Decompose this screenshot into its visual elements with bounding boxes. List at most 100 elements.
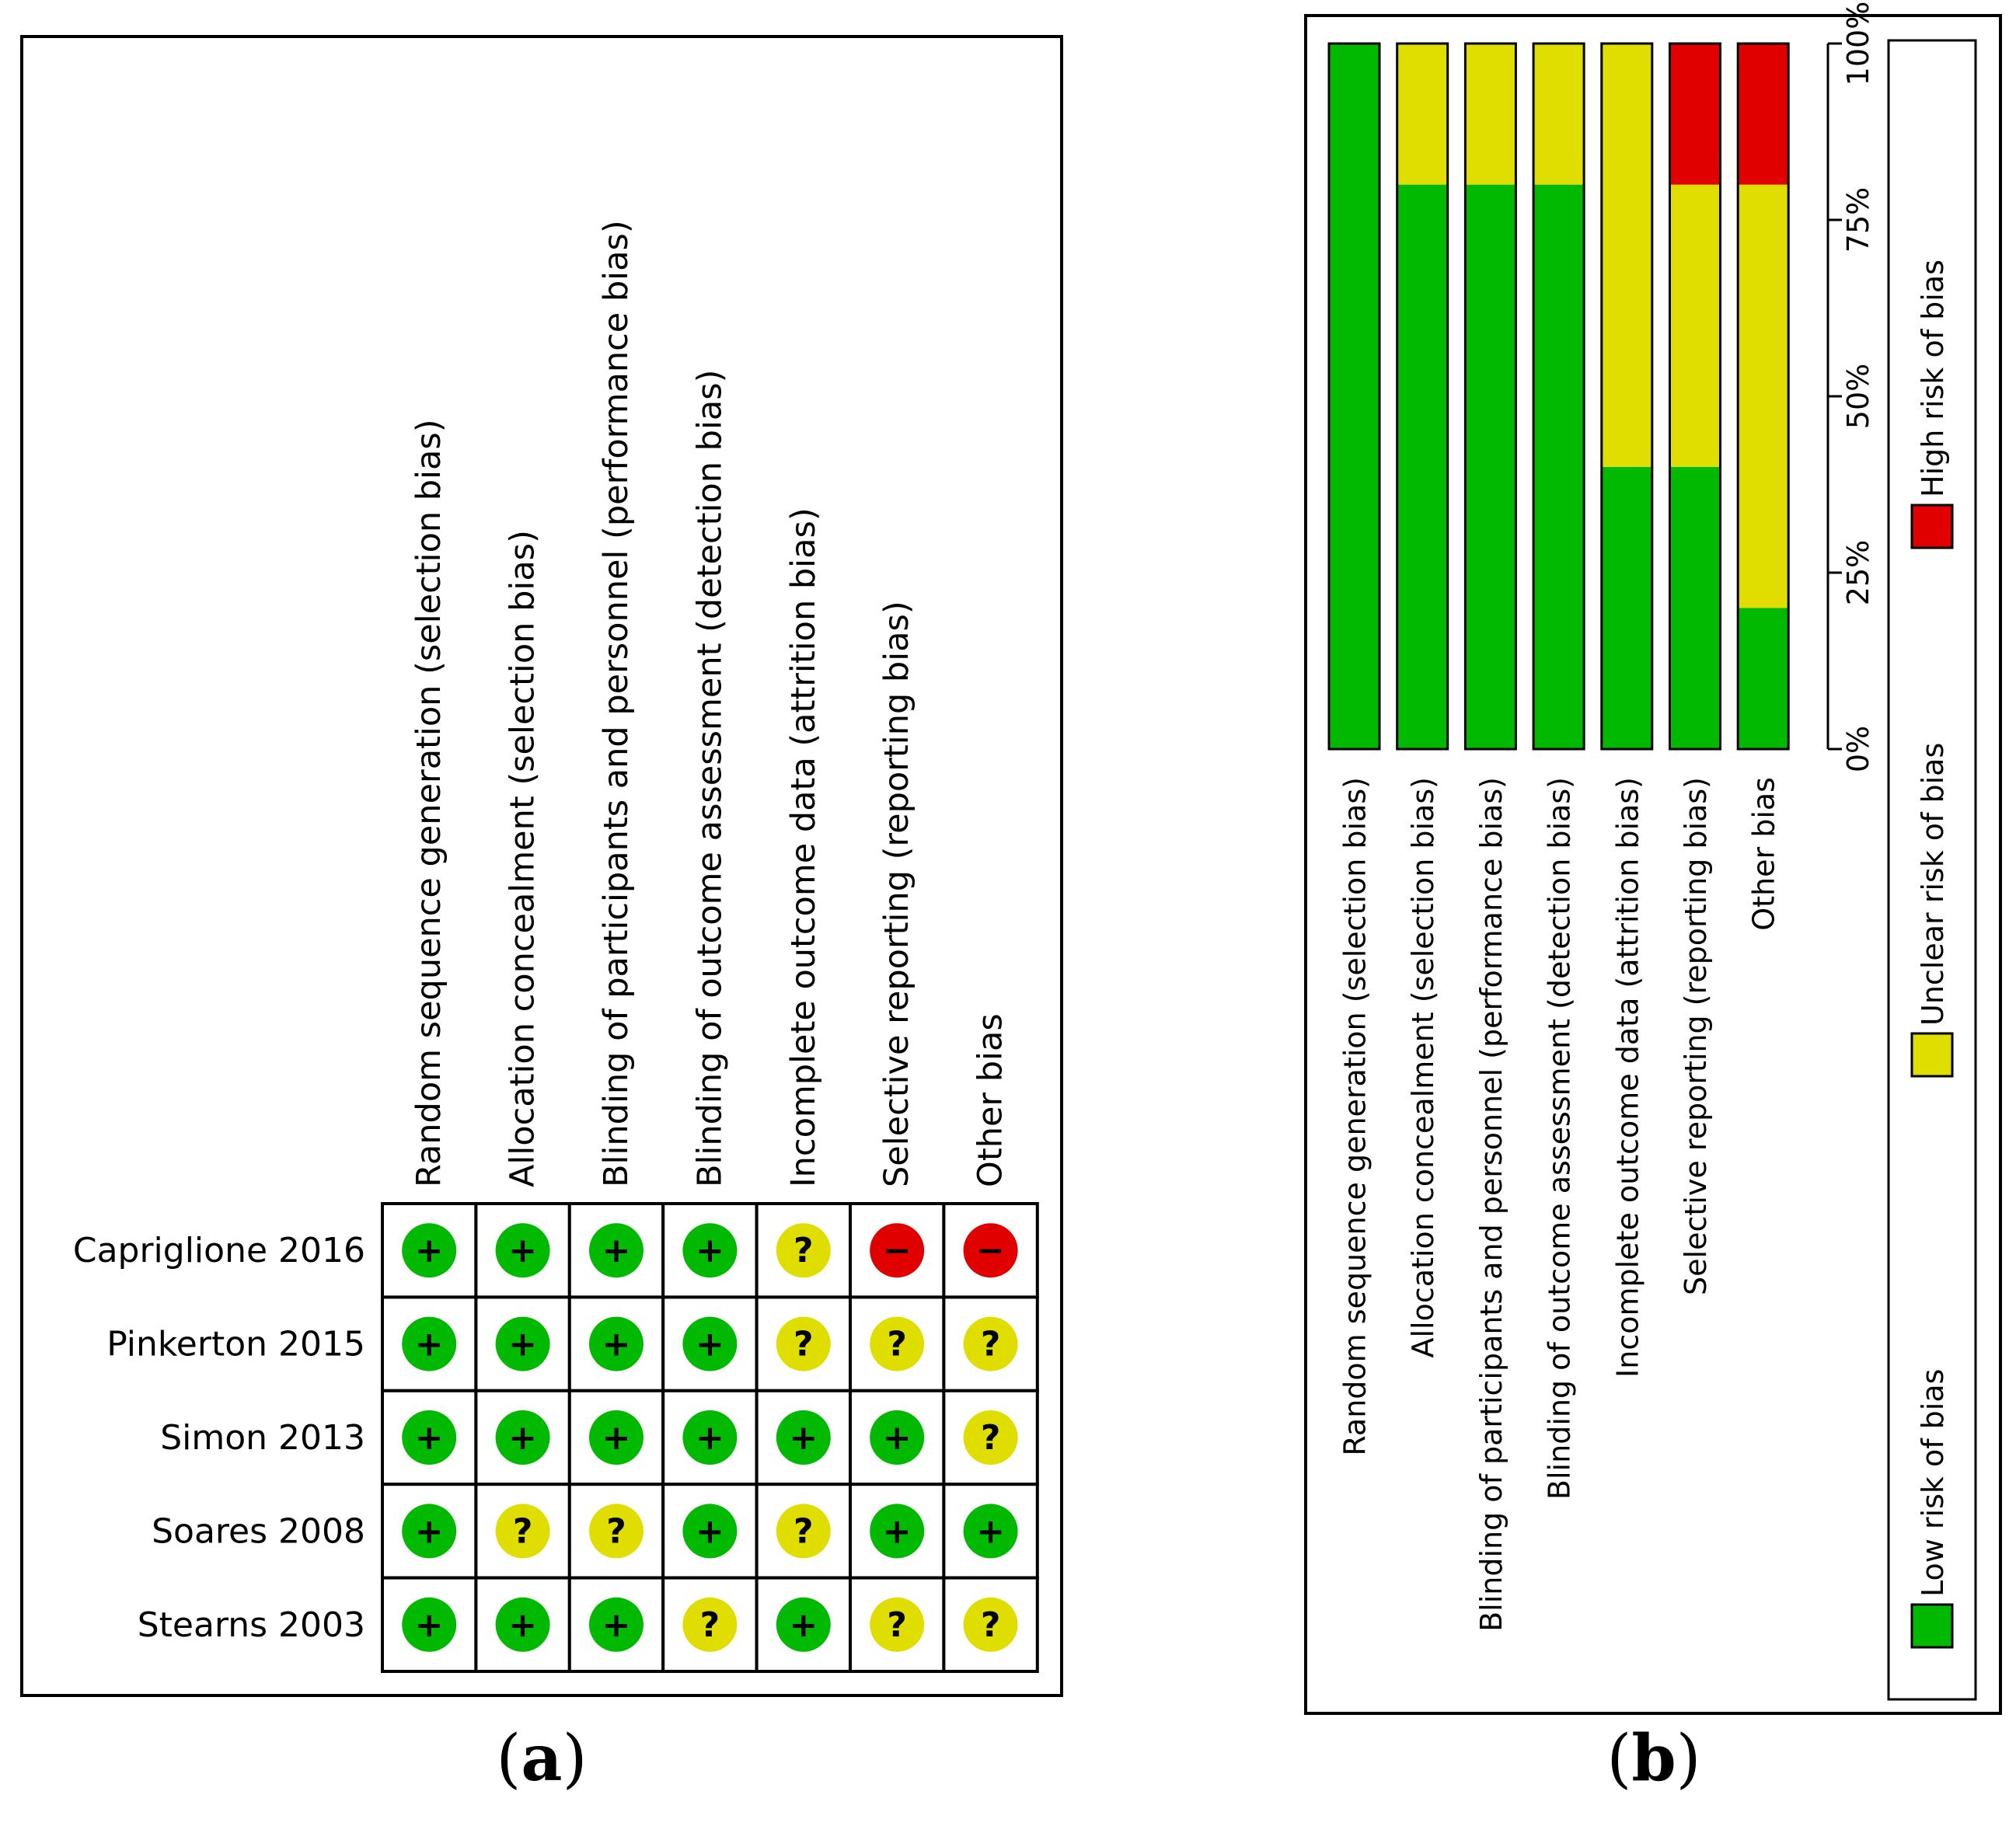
judgement-low-2-1 — [495, 1410, 550, 1465]
risk-of-bias-graph: Random sequence generation (selection bi… — [1327, 2, 1977, 1701]
axis-tick-label-2: 50% — [1841, 364, 1875, 429]
judgement-low-3-6 — [963, 1504, 1018, 1559]
judgement-low-4-4 — [776, 1597, 831, 1652]
legend-label-low: Low risk of bias — [1916, 1369, 1950, 1597]
study-label-1: Pinkerton 2015 — [106, 1325, 365, 1364]
judgement-symbol-4-4: + — [789, 1605, 818, 1645]
judgement-low-3-0 — [402, 1504, 457, 1559]
judgement-unclear-2-6 — [963, 1410, 1018, 1465]
judgement-low-2-0 — [402, 1410, 457, 1465]
judgement-high-0-6 — [963, 1223, 1018, 1278]
study-label-2: Simon 2013 — [160, 1418, 365, 1458]
judgement-symbol-1-1: + — [508, 1325, 537, 1364]
judgement-low-0-2 — [589, 1223, 644, 1278]
judgement-unclear-1-4 — [776, 1316, 831, 1371]
judgement-symbol-1-0: + — [415, 1325, 444, 1364]
category-label-1: Allocation concealment (selection bias) — [1406, 777, 1440, 1358]
judgement-low-0-0 — [402, 1223, 457, 1278]
bar-high-6 — [1738, 44, 1789, 185]
judgement-unclear-4-5 — [870, 1597, 925, 1652]
category-label-0: Random sequence generation (selection bi… — [1338, 777, 1372, 1456]
judgement-symbol-2-5: + — [883, 1418, 912, 1458]
bar-outline-3 — [1532, 42, 1585, 751]
judgement-symbol-3-5: + — [883, 1511, 912, 1551]
judgement-symbol-0-6: − — [976, 1231, 1005, 1270]
bar-low-3 — [1533, 184, 1585, 750]
judgement-symbol-1-2: + — [602, 1325, 631, 1364]
bar-low-5 — [1669, 466, 1721, 749]
legend-label-high: High risk of bias — [1916, 260, 1950, 497]
domain-header-2: Blinding of participants and personnel (… — [597, 220, 636, 1187]
bar-outline-4 — [1600, 42, 1654, 751]
judgement-low-2-5 — [870, 1410, 925, 1465]
judgement-symbol-0-2: + — [602, 1231, 631, 1270]
category-label-2: Blinding of participants and personnel (… — [1474, 777, 1509, 1632]
judgement-symbol-3-6: + — [976, 1511, 1005, 1551]
bar-outline-2 — [1463, 42, 1517, 751]
judgement-unclear-3-2 — [589, 1504, 644, 1559]
panel-a-caption-label: a — [521, 1721, 563, 1796]
judgement-low-2-3 — [682, 1410, 738, 1465]
panel-b-caption-label: b — [1631, 1721, 1676, 1796]
panel-b-frame — [1304, 14, 2002, 1715]
judgement-symbol-2-2: + — [602, 1418, 631, 1458]
panel-a-caption: (a) — [496, 1721, 588, 1796]
bar-low-4 — [1601, 466, 1652, 749]
judgement-high-0-5 — [870, 1223, 925, 1278]
legend-swatch-high — [1910, 504, 1954, 549]
judgement-symbol-1-5: ? — [887, 1325, 907, 1364]
bar-unclear-4 — [1601, 44, 1652, 467]
judgement-low-1-1 — [495, 1316, 550, 1371]
judgement-symbol-4-2: + — [602, 1605, 631, 1645]
judgement-symbol-0-3: + — [696, 1231, 724, 1270]
judgement-low-0-1 — [495, 1223, 550, 1278]
bar-low-1 — [1397, 184, 1448, 750]
judgement-low-4-1 — [495, 1597, 550, 1652]
judgement-symbol-2-3: + — [696, 1418, 724, 1458]
domain-header-5: Selective reporting (reporting bias) — [877, 601, 916, 1187]
bar-low-0 — [1329, 44, 1379, 749]
bar-unclear-5 — [1669, 184, 1721, 467]
judgement-symbol-0-1: + — [508, 1231, 537, 1270]
domain-header-6: Other bias — [971, 1013, 1010, 1187]
judgement-low-2-4 — [776, 1410, 831, 1465]
judgement-symbol-1-3: + — [696, 1325, 724, 1364]
category-label-6: Other bias — [1747, 777, 1781, 931]
domain-header-0: Random sequence generation (selection bi… — [410, 419, 448, 1187]
category-label-3: Blinding of outcome assessment (detectio… — [1543, 777, 1577, 1500]
bar-low-2 — [1465, 184, 1516, 750]
judgement-symbol-3-0: + — [415, 1511, 444, 1551]
bar-outline-1 — [1396, 42, 1449, 751]
judgement-symbol-2-6: ? — [981, 1418, 1001, 1458]
panel-a-frame — [20, 35, 1063, 1697]
category-label-5: Selective reporting (reporting bias) — [1679, 777, 1713, 1295]
axis-tick-label-3: 75% — [1841, 187, 1875, 253]
judgement-unclear-1-6 — [963, 1316, 1018, 1371]
bar-unclear-2 — [1465, 44, 1516, 185]
judgement-unclear-4-3 — [682, 1597, 738, 1652]
cell-4-2 — [567, 1576, 665, 1673]
domain-header-3: Blinding of outcome assessment (detectio… — [690, 370, 729, 1187]
bar-outline-6 — [1736, 42, 1790, 751]
judgement-low-4-0 — [402, 1597, 457, 1652]
judgement-unclear-3-4 — [776, 1504, 831, 1559]
axis-tick-label-1: 25% — [1841, 540, 1875, 605]
judgement-symbol-3-3: + — [696, 1511, 724, 1551]
judgement-low-3-3 — [682, 1504, 738, 1559]
study-label-3: Soares 2008 — [152, 1511, 365, 1551]
bar-outline-5 — [1669, 42, 1721, 751]
panel-b-caption: (b) — [1606, 1721, 1701, 1796]
judgement-low-1-0 — [402, 1316, 457, 1371]
judgement-unclear-3-1 — [495, 1504, 550, 1559]
judgement-low-1-2 — [589, 1316, 644, 1371]
judgement-symbol-3-1: ? — [513, 1511, 533, 1551]
judgement-symbol-0-5: − — [883, 1231, 912, 1270]
judgement-symbol-2-0: + — [415, 1418, 444, 1458]
axis-tick-label-4: 100% — [1841, 2, 1875, 86]
judgement-symbol-0-4: ? — [793, 1231, 814, 1270]
judgement-symbol-1-6: ? — [981, 1325, 1001, 1364]
judgement-low-3-5 — [870, 1504, 925, 1559]
judgement-symbol-0-0: + — [415, 1231, 444, 1270]
judgement-symbol-3-2: ? — [606, 1511, 626, 1551]
study-label-4: Stearns 2003 — [138, 1605, 365, 1645]
